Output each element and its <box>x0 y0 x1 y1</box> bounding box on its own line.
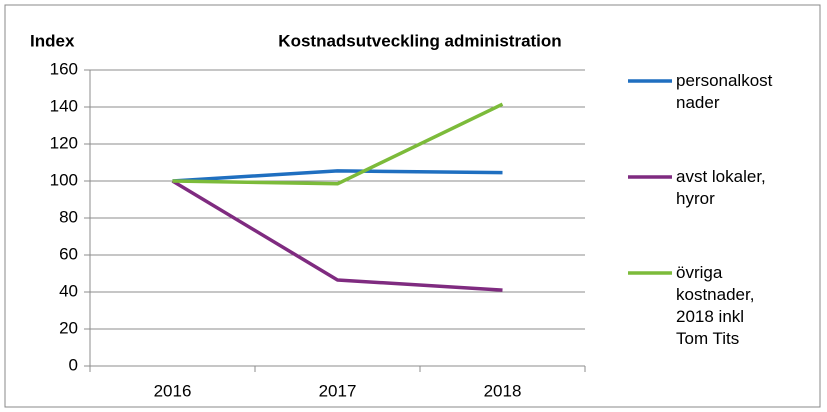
y-tick-label: 80 <box>59 207 78 226</box>
y-tick-label: 20 <box>59 318 78 337</box>
y-tick-label: 100 <box>50 170 78 189</box>
y-tick-label: 120 <box>50 133 78 152</box>
series-line <box>171 179 503 292</box>
y-tick-label: 60 <box>59 244 78 263</box>
series-line <box>172 169 503 183</box>
chart-title: Kostnadsutveckling administration <box>278 31 561 50</box>
legend-label: avst lokaler, hyror <box>676 167 766 208</box>
y-axis-label: Index <box>30 31 75 50</box>
x-tick-label: 2018 <box>484 381 522 400</box>
series-line <box>172 102 504 186</box>
y-tick-label: 40 <box>59 281 78 300</box>
y-tick-label: 160 <box>50 59 78 78</box>
legend-label: övriga kostnader, 2018 inkl Tom Tits <box>676 263 755 348</box>
x-tick-label: 2017 <box>319 381 357 400</box>
y-tick-label: 0 <box>69 355 78 374</box>
legend-label: personalkostnader <box>676 71 773 112</box>
chart-frame <box>4 4 821 408</box>
y-tick-label: 140 <box>50 96 78 115</box>
x-tick-label: 2016 <box>154 381 192 400</box>
